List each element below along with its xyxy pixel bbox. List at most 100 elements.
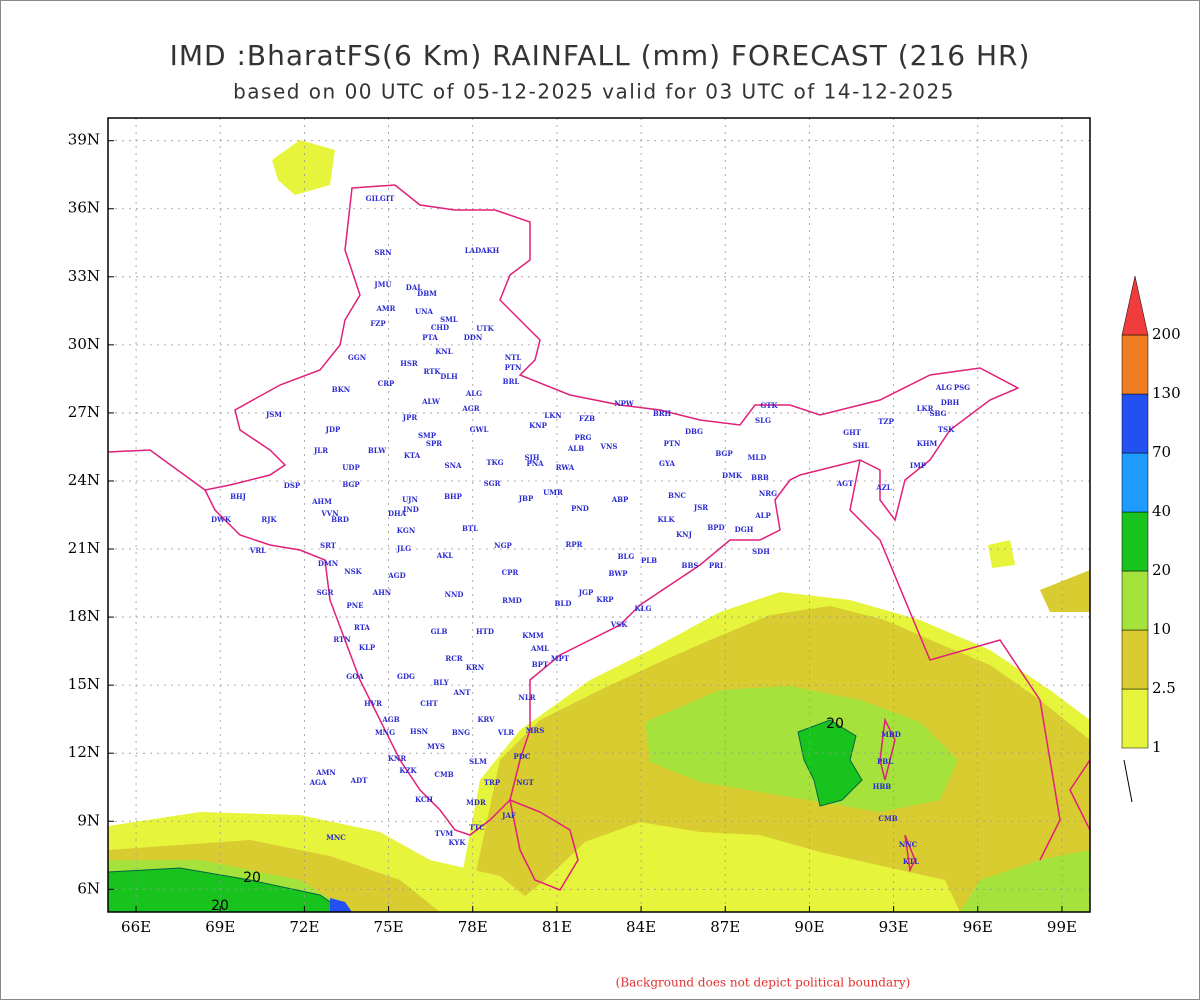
station-label: BPT [532, 660, 549, 669]
station-label: DBG [685, 427, 703, 436]
footer-note: (Background does not depict political bo… [616, 976, 911, 990]
station-label: PNE [347, 601, 364, 610]
station-label: VRL [249, 546, 266, 555]
station-label: RTA [354, 623, 371, 632]
station-label: NNC [899, 840, 918, 849]
station-label: NGT [516, 778, 534, 787]
station-label: SML [440, 315, 458, 324]
station-label: NND [445, 590, 464, 599]
station-label: DMK [722, 471, 743, 480]
x-tick-label: 93E [879, 918, 909, 936]
legend-swatch [1121, 511, 1149, 572]
station-label: JSM [265, 410, 282, 419]
station-label: VSK [610, 620, 628, 629]
station-label: RTN [333, 635, 351, 644]
station-label: SRT [320, 541, 337, 550]
station-label: LKR [917, 404, 934, 413]
x-tick-label: 72E [289, 918, 319, 936]
station-label: TVM [435, 829, 454, 838]
station-label: UNA [415, 307, 434, 316]
station-label: HSR [400, 359, 418, 368]
station-label: AHN [372, 588, 392, 597]
station-label: BPD [707, 523, 724, 532]
station-label: HBB [873, 782, 892, 791]
rain-fields [108, 140, 1090, 912]
station-label: FZP [370, 319, 386, 328]
station-label: HVR [364, 699, 382, 708]
station-label: BGP [342, 480, 360, 489]
contour-label: 20 [243, 870, 261, 886]
station-label: CMB [878, 814, 897, 823]
station-label: PLB [641, 556, 657, 565]
station-label: KTL [903, 857, 919, 866]
station-label: JPR [402, 413, 418, 422]
station-label: GDG [397, 672, 415, 681]
station-label: ALW [421, 397, 440, 406]
y-tick-label: 36N [68, 199, 100, 217]
station-label: GHT [843, 428, 862, 437]
legend-swatch [1121, 334, 1149, 395]
legend-swatch [1121, 275, 1149, 336]
station-label: BHJ [230, 492, 247, 501]
x-tick-label: 81E [542, 918, 572, 936]
station-label: AGA [309, 778, 327, 787]
y-tick-label: 18N [68, 607, 100, 625]
station-label: JAF [501, 811, 516, 820]
legend-label: 10 [1152, 620, 1171, 638]
station-label: KNR [388, 754, 406, 763]
station-label: BTL [462, 524, 478, 533]
station-label: RWA [556, 463, 575, 472]
y-tick-label: 33N [68, 267, 100, 285]
station-label: KLP [359, 643, 376, 652]
station-label: SPR [426, 439, 442, 448]
station-label: AGT [836, 479, 854, 488]
x-tick-label: 90E [794, 918, 824, 936]
station-label: ALP [754, 511, 771, 520]
legend-swatch [1121, 452, 1149, 513]
station-label: PND [571, 504, 589, 513]
station-label: SDH [752, 547, 770, 556]
legend-swatch [1121, 393, 1149, 454]
station-label: KGN [397, 526, 416, 535]
contour-label: 20 [211, 898, 229, 914]
legend-label: 1 [1152, 738, 1162, 756]
station-label: DAL [406, 283, 423, 292]
station-label: BRL [503, 377, 520, 386]
station-label: MNC [326, 833, 346, 842]
boundaries [108, 184, 1090, 891]
x-tick-label: 78E [458, 918, 488, 936]
y-tick-label: 12N [68, 743, 100, 761]
station-label: DBM [417, 289, 437, 298]
x-tick-label: 66E [121, 918, 151, 936]
station-label: KLK [657, 515, 675, 524]
station-label: SRN [374, 248, 392, 257]
station-label: AGR [461, 404, 479, 413]
station-label: AMR [376, 304, 396, 313]
station-label: DHA [388, 509, 407, 518]
station-label: MDR [466, 798, 486, 807]
x-tick-label: 87E [710, 918, 740, 936]
y-tick-label: 21N [68, 539, 100, 557]
x-tick-label: 99E [1047, 918, 1077, 936]
legend-swatch [1121, 570, 1149, 631]
station-label: SHL [853, 441, 870, 450]
legend-label: 200 [1152, 325, 1181, 343]
station-label: NTL [505, 353, 522, 362]
station-label: AGD [387, 571, 405, 580]
station-label: KYK [449, 838, 467, 847]
station-label: MLD [748, 453, 767, 462]
station-label: MNG [375, 728, 395, 737]
station-label: PRG [574, 433, 591, 442]
station-label: AZL [875, 483, 892, 492]
station-label: BLG [618, 552, 635, 561]
station-label: AKL [436, 551, 454, 560]
station-label: MPT [551, 654, 570, 663]
station-label: RCR [445, 654, 462, 663]
station-label: ADT [350, 776, 369, 785]
station-label: PTN [505, 363, 522, 372]
station-label: SGR [484, 479, 501, 488]
station-label: BLY [433, 678, 449, 687]
station-label: GYA [659, 459, 676, 468]
station-label: CHD [431, 323, 449, 332]
